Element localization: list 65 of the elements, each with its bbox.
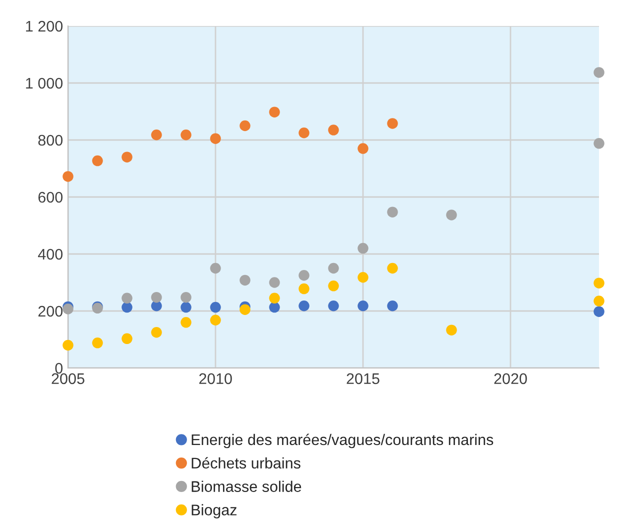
point — [180, 302, 192, 313]
y-tick-label: 200 — [38, 306, 63, 317]
point — [594, 306, 604, 317]
point — [298, 270, 310, 281]
point — [358, 242, 368, 254]
point — [240, 304, 250, 315]
point — [240, 274, 250, 286]
point — [92, 155, 103, 166]
point — [269, 292, 280, 304]
point — [298, 300, 310, 312]
point — [122, 302, 132, 313]
point — [594, 278, 604, 288]
point — [92, 338, 103, 348]
legend-label: Biomasse solide — [192, 480, 302, 492]
point — [269, 106, 280, 118]
point — [62, 340, 74, 351]
point — [240, 120, 250, 132]
point — [387, 118, 398, 129]
y-tick-label: 0 — [55, 362, 63, 374]
point — [210, 302, 221, 313]
point — [122, 152, 132, 162]
y-tick-label: 800 — [38, 134, 63, 146]
legend-label: Energie des marées/vagues/courants marins — [192, 434, 494, 448]
point — [387, 206, 398, 218]
point — [298, 127, 310, 138]
x-tick-label: 2010 — [199, 373, 232, 384]
point — [122, 292, 132, 304]
point — [269, 277, 280, 288]
y-tick-label: 1 000 — [26, 78, 63, 89]
point — [358, 143, 368, 154]
point — [180, 292, 192, 303]
point — [387, 262, 398, 274]
point — [62, 304, 74, 314]
point — [180, 317, 192, 328]
y-tick-label: 1 200 — [26, 20, 63, 32]
point — [269, 302, 280, 313]
point — [328, 124, 339, 136]
legend-label: Biogaz — [192, 504, 237, 518]
point — [594, 67, 604, 78]
legend-label: Déchets urbains — [192, 457, 300, 469]
point — [328, 300, 339, 312]
point — [358, 272, 368, 283]
point — [594, 296, 604, 306]
point — [446, 210, 457, 220]
point — [62, 171, 74, 182]
point — [387, 300, 398, 312]
point — [328, 280, 339, 292]
y-tick-label: 600 — [38, 192, 63, 203]
x-tick-label: 2005 — [52, 373, 84, 384]
point — [594, 138, 604, 149]
point — [122, 333, 132, 344]
point — [151, 326, 162, 338]
x-tick-label: 2020 — [494, 373, 527, 384]
point — [180, 129, 192, 140]
point — [210, 314, 221, 326]
point — [151, 129, 162, 140]
x-tick-label: 2015 — [346, 373, 380, 384]
point — [210, 133, 221, 144]
point — [298, 283, 310, 294]
y-tick-label: 400 — [38, 248, 63, 260]
point — [446, 324, 457, 336]
point — [328, 262, 339, 274]
point — [151, 292, 162, 303]
point — [210, 262, 221, 274]
point — [358, 300, 368, 312]
